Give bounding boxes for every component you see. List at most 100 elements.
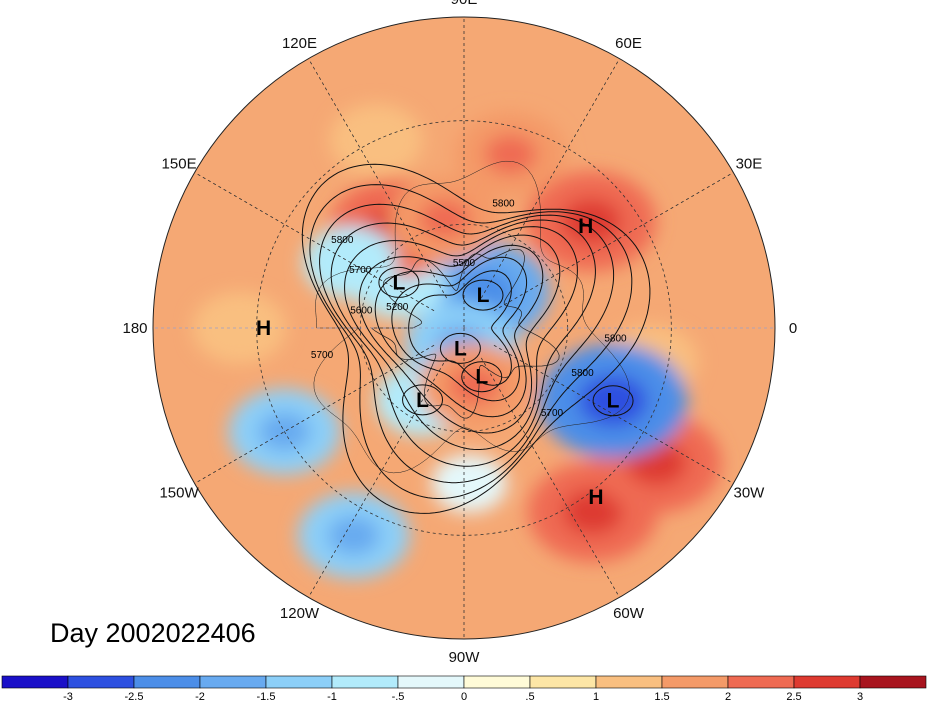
longitude-label: 60W [613,605,645,622]
longitude-label: 90E [451,0,478,8]
low-pressure-label: L [607,390,620,413]
colorbar-swatch [529,675,597,689]
colorbar-swatch [265,675,333,689]
low-pressure-label: L [477,284,490,307]
longitude-label: 30W [734,485,766,502]
colorbar-swatch [859,675,927,689]
longitude-label: 90W [449,649,481,666]
globe-border [152,16,776,640]
low-contour [402,384,444,416]
colorbar-swatch [331,675,399,689]
low-pressure-label: L [392,271,405,294]
low-contour [462,279,504,311]
anomaly-core [418,199,471,239]
low-pressure-label: L [454,337,467,360]
colorbar-swatch [397,675,465,689]
low-pressure-label: L [416,389,429,412]
contour-label: 5500 [453,258,476,269]
colorbar-swatch [661,675,729,689]
contour-labels: 5800 5800 5700 5500 5200 5600 5700 5800 5800 5700 [311,198,627,419]
colorbar: -3 -2.5 -2 -1.5 -1 -.5 0 .5 1 1.5 2 2.5 3 [1,675,927,702]
contour-label: 5800 [604,333,627,344]
contour-label: 5800 [571,368,594,379]
height-contour [330,219,596,467]
anomaly-core [578,375,648,427]
colorbar-tick-label: 1 [593,691,599,702]
meridian [308,58,448,299]
colorbar-tick-label: 3 [857,691,863,702]
temperature-anomaly-field [192,104,722,579]
contour-label: 5700 [541,408,564,419]
height-contour [309,184,633,499]
latitude-circle [256,120,672,536]
meridian [194,172,435,312]
contour-label: 5700 [349,265,372,276]
lat-lon-grid [153,17,775,639]
colorbar-tick-label: -3 [63,691,73,702]
height-contour [301,163,651,514]
longitude-label: 0 [789,320,797,337]
day-label: Day 2002022406 [50,618,256,648]
colorbar-swatch [1,675,69,689]
high-pressure-label: H [256,317,271,340]
low-contour [461,361,503,393]
low-contour [378,266,420,298]
colorbar-tick-label: -1 [327,691,337,702]
height-contour [358,234,561,434]
height-contour [391,256,528,402]
meridian [493,172,734,312]
colorbar-swatch [133,675,201,689]
contour-label: 5200 [386,302,409,313]
height-contour [374,244,544,418]
longitude-label: 120W [280,605,320,622]
colorbar-tick-label: 1.5 [654,691,669,702]
longitude-label: 120E [282,35,317,52]
colorbar-swatch [67,675,135,689]
globe-disc [153,17,775,639]
meridian [480,357,620,598]
meridian [194,344,435,484]
continent-outline [313,160,630,474]
colorbar-tick-label: 2 [725,691,731,702]
contour-label: 5600 [350,306,373,317]
contour-label: 5700 [311,350,334,361]
anomaly-core [327,516,380,555]
longitude-label: 30E [736,156,763,173]
low-contour [439,332,481,364]
anomaly-core [561,198,622,244]
anomaly-core [562,489,623,535]
height-contour [408,270,512,386]
colorbar-swatch [595,675,663,689]
colorbar-tick-label: -1.5 [257,691,276,702]
colorbar-swatch [463,675,531,689]
colorbar-tick-label: 0 [461,691,467,702]
low-contour [592,385,634,417]
longitude-label: 60E [615,35,642,52]
low-pressure-label: L [475,366,488,389]
high-pressure-label: H [578,215,593,238]
meridian [308,357,448,598]
longitude-label: 150W [159,485,199,502]
meridian [480,58,620,299]
colorbar-tick-label: -2 [195,691,205,702]
colorbar-tick-label: -.5 [392,691,405,702]
high-pressure-label: H [588,486,603,509]
height-contour [344,226,578,450]
anomaly-region [329,104,424,177]
anomaly-core [484,135,537,174]
colorbar-tick-label: -2.5 [125,691,144,702]
colorbar-swatch [793,675,861,689]
geopotential-height-contours [301,163,651,514]
height-contour [319,203,615,484]
colorbar-tick-label: 2.5 [786,691,801,702]
longitude-label: 180 [122,320,147,337]
contour-label: 5800 [492,198,515,209]
colorbar-swatch [727,675,795,689]
longitude-labels: 90E 60E 30E 0 30W 60W 90W 120W 150W 180 150E 120E [122,0,797,666]
meridian [493,344,734,484]
colorbar-tick-label: .5 [525,691,534,702]
longitude-label: 150E [162,156,197,173]
colorbar-swatch [199,675,267,689]
